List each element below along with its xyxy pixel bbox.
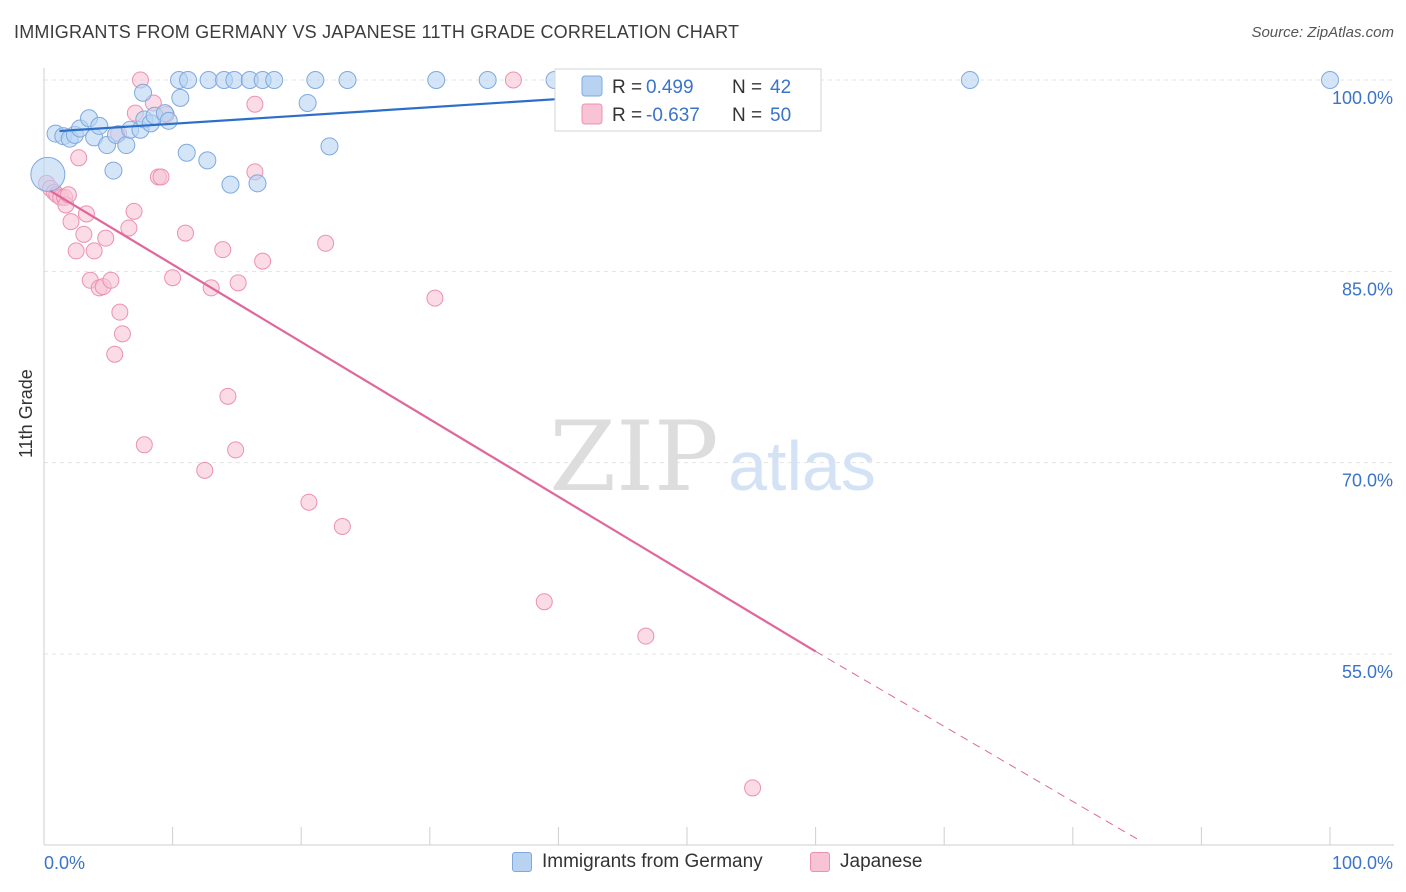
legend-swatch-germany (512, 852, 532, 872)
japanese-point-46 (426, 289, 444, 307)
axes (43, 68, 1394, 846)
japanese-point-23 (120, 219, 138, 237)
germany-point-11 (117, 136, 136, 155)
japanese-point-10 (70, 149, 88, 167)
trend-line-2 (815, 651, 1138, 840)
y-tick-label-2: 70.0% (1342, 471, 1393, 491)
legend-n-value-0: 42 (770, 77, 791, 98)
legend-item-germany: Immigrants from Germany (512, 851, 763, 873)
grid-lines (44, 79, 1394, 655)
y-tick-label-1: 85.0% (1342, 279, 1393, 299)
watermark-atlas: atlas (728, 427, 876, 505)
legend-swatch-0 (581, 75, 603, 97)
japanese-point-47 (504, 71, 522, 89)
japanese-point-9 (67, 242, 85, 260)
legend-label-germany: Immigrants from Germany (542, 851, 763, 872)
legend-r-value-1: -0.637 (646, 105, 700, 126)
germany-point-14 (134, 83, 153, 102)
germany-point-35 (320, 137, 339, 156)
germany-point-39 (478, 71, 497, 89)
x-tick-label-0: 0.0% (44, 853, 85, 873)
legend-item-japanese: Japanese (810, 851, 922, 873)
bottom-legend: Immigrants from Germany Japanese (0, 851, 1406, 879)
japanese-point-18 (102, 271, 120, 289)
chart-title: IMMIGRANTS FROM GERMANY VS JAPANESE 11TH… (14, 22, 740, 42)
source-label: Source: ZipAtlas.com (1251, 24, 1394, 41)
japanese-point-36 (214, 241, 232, 259)
germany-point-22 (177, 143, 196, 162)
japanese-point-17 (97, 229, 115, 247)
y-axis-label: 11th Grade (16, 369, 36, 458)
legend-n-value-1: 50 (770, 105, 791, 126)
germany-point-37 (338, 71, 357, 89)
japanese-point-30 (152, 168, 170, 186)
germany-point-12 (104, 161, 123, 180)
japanese-point-49 (637, 627, 655, 645)
legend-r-value-0: 0.499 (646, 77, 694, 98)
japanese-point-27 (135, 436, 153, 454)
germany-point-41 (960, 71, 979, 89)
germany-point-34 (298, 93, 317, 112)
japanese-point-50 (744, 779, 762, 797)
watermark-zip: ZIP (549, 401, 718, 513)
japanese-point-34 (196, 461, 214, 479)
germany-point-33 (248, 174, 267, 193)
stats-legend: R = 0.499 N = 42 R = -0.637 N = 50 (554, 68, 822, 132)
japanese-point-39 (229, 274, 247, 292)
germany-point-0 (30, 156, 66, 192)
japanese-point-37 (219, 387, 237, 405)
legend-r-label-0: R = (612, 77, 642, 98)
japanese-point-40 (246, 95, 264, 113)
trend-line-1 (49, 190, 817, 653)
japanese-point-25 (125, 202, 143, 220)
germany-point-36 (306, 71, 325, 89)
germany-point-32 (221, 175, 240, 194)
legend-swatch-1 (581, 103, 603, 125)
legend-swatch-japanese (810, 852, 830, 872)
germany-point-23 (198, 151, 217, 170)
germany-point-21 (171, 88, 190, 107)
y-tick-label-0: 100.0% (1332, 88, 1393, 108)
japanese-point-22 (113, 325, 131, 343)
watermark: ZIP atlas (549, 401, 876, 513)
japanese-point-48 (535, 593, 553, 611)
germany-point-42 (1321, 71, 1339, 89)
japanese-point-11 (75, 225, 93, 243)
legend-n-label-1: N = (732, 105, 762, 126)
japanese-point-21 (111, 303, 129, 321)
germany-point-38 (427, 71, 446, 89)
germany-point-28 (225, 71, 244, 89)
japanese-point-19 (106, 345, 124, 363)
y-tick-label-3: 55.0% (1342, 662, 1393, 682)
japanese-point-45 (333, 517, 351, 535)
germany-points (30, 71, 1339, 194)
japanese-point-38 (227, 441, 245, 459)
japanese-point-43 (300, 493, 318, 511)
x-tick-label-1: 100.0% (1332, 853, 1393, 873)
germany-point-8 (90, 116, 109, 135)
japanese-point-14 (85, 242, 103, 260)
japanese-point-32 (164, 269, 182, 287)
japanese-point-44 (317, 234, 335, 252)
japanese-point-7 (59, 186, 77, 204)
germany-point-31 (265, 71, 284, 89)
japanese-point-33 (176, 224, 194, 242)
legend-n-label-0: N = (732, 77, 762, 98)
germany-point-25 (179, 71, 198, 89)
germany-point-20 (159, 111, 178, 130)
legend-label-japanese: Japanese (840, 851, 923, 872)
germany-point-26 (199, 71, 218, 89)
japanese-point-42 (254, 252, 272, 270)
japanese-point-8 (62, 213, 80, 231)
tick-labels: 100.0% 85.0% 70.0% 55.0% 0.0% 100.0% (44, 88, 1393, 873)
legend-r-label-1: R = (612, 105, 642, 126)
